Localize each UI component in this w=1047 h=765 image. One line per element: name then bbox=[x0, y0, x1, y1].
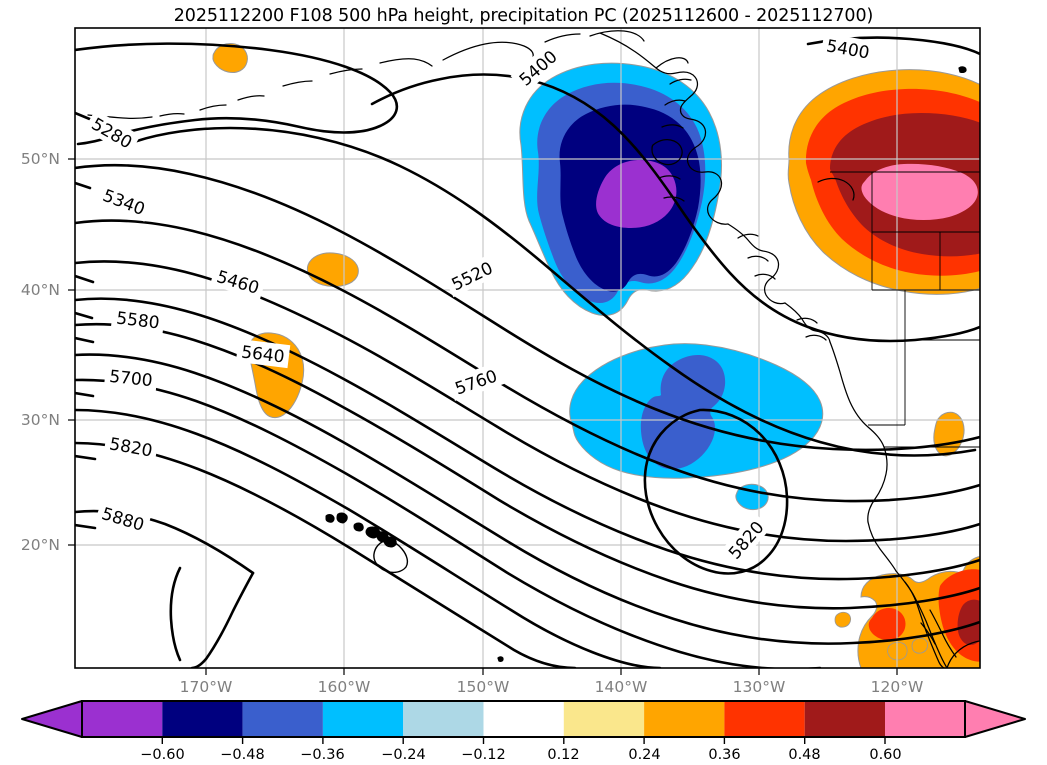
colorbar-ticks bbox=[161, 737, 886, 744]
contour-5520-lead bbox=[75, 311, 94, 320]
lon-tick-130w: 130°W bbox=[732, 678, 786, 696]
colorbar-tick-0.60: 0.60 bbox=[869, 747, 902, 763]
lat-tick-30n: 30°N bbox=[20, 411, 60, 429]
lon-tick-120w: 120°W bbox=[870, 678, 924, 696]
contour-5820-lead bbox=[75, 454, 97, 461]
page-title: 2025112200 F108 500 hPa height, precipit… bbox=[173, 6, 874, 26]
feature-gulf-alaska-negative bbox=[519, 62, 723, 316]
contour-label-5700: 5700 bbox=[108, 367, 153, 391]
hawaii-islands bbox=[325, 512, 409, 574]
colorbar-tick--0.60: −0.60 bbox=[140, 747, 185, 763]
contour-5640 bbox=[75, 353, 980, 645]
contour-5460 bbox=[75, 260, 980, 543]
contour-5340-lead bbox=[75, 181, 92, 190]
lat-tick-50n: 50°N bbox=[20, 150, 60, 168]
contour-5880-branch bbox=[190, 571, 255, 668]
colorbar-tick-0.36: 0.36 bbox=[708, 747, 741, 763]
contour-5460-lead bbox=[75, 274, 95, 284]
contour-5760 bbox=[75, 408, 662, 668]
lon-tick-140w: 140°W bbox=[594, 678, 648, 696]
contour-5400-north bbox=[370, 73, 980, 343]
colorbar-extend-max bbox=[964, 700, 1026, 738]
lon-tick-160w: 160°W bbox=[317, 678, 371, 696]
lat-tick-20n: 20°N bbox=[20, 536, 60, 554]
contour-5880-closed bbox=[169, 566, 182, 662]
contour-5340 bbox=[75, 164, 980, 452]
lon-tick-150w: 150°W bbox=[456, 678, 510, 696]
colorbar-tick-0.24: 0.24 bbox=[628, 747, 661, 763]
colorbar-tick--0.24: −0.24 bbox=[381, 747, 426, 763]
plot-frame bbox=[74, 27, 981, 669]
colorbar-tick--0.48: −0.48 bbox=[220, 747, 265, 763]
contour-5280b bbox=[135, 126, 977, 457]
contour-5820-cell bbox=[643, 408, 789, 575]
lon-tick-170w: 170°W bbox=[179, 678, 233, 696]
colorbar-tick--0.12: −0.12 bbox=[461, 747, 506, 763]
patch-aleutian bbox=[212, 43, 248, 73]
lat-tick-40n: 40°N bbox=[20, 281, 60, 299]
contour-5520 bbox=[75, 297, 980, 581]
colorbar-frame bbox=[81, 700, 966, 738]
contour-5580-lead bbox=[75, 336, 95, 344]
colorbar[interactable] bbox=[21, 700, 1026, 744]
colorbar-tick-0.12: 0.12 bbox=[547, 747, 580, 763]
contour-5280 bbox=[75, 42, 399, 146]
political-borders bbox=[830, 171, 980, 448]
contour-5820 bbox=[75, 441, 577, 668]
contour-5880-lead bbox=[75, 523, 97, 530]
axis-ticks bbox=[68, 158, 898, 675]
contour-5280-lead bbox=[75, 111, 94, 122]
feature-pacific-northwest-positive bbox=[787, 69, 980, 295]
contour-5700-lead bbox=[75, 391, 95, 398]
colorbar-segments bbox=[82, 701, 965, 737]
contour-5700 bbox=[75, 378, 822, 668]
colorbar-extend-min bbox=[21, 700, 83, 738]
contour-5580 bbox=[75, 322, 980, 610]
colorbar-tick--0.36: −0.36 bbox=[300, 747, 345, 763]
colorbar-tick-0.48: 0.48 bbox=[788, 747, 821, 763]
coastlines bbox=[87, 30, 980, 668]
